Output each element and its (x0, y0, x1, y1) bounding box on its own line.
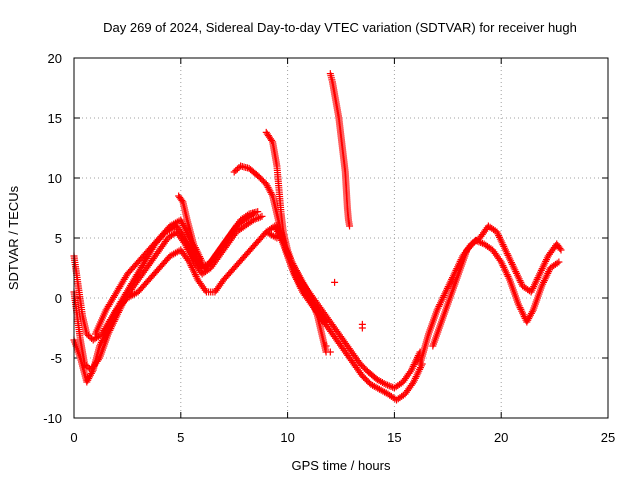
data-point-track-6 (233, 165, 241, 173)
data-point-track-12 (473, 237, 481, 245)
data-point-track-6 (268, 190, 276, 198)
data-point-track-1 (86, 333, 94, 341)
y-tick-label: 15 (48, 111, 62, 126)
data-point-track-4 (243, 211, 251, 219)
data-point-track-1 (84, 332, 92, 339)
data-points (70, 70, 565, 404)
x-tick-label: 20 (494, 430, 508, 445)
x-axis-label: GPS time / hours (292, 458, 391, 473)
data-point-track-4 (254, 208, 262, 216)
data-point-track-11 (556, 245, 564, 252)
data-point-track-9 (408, 380, 416, 388)
x-tick-label: 15 (387, 430, 401, 445)
data-point-track-12 (475, 238, 483, 246)
data-point-track-6 (232, 167, 240, 174)
data-point-track-11 (557, 246, 565, 254)
data-point-track-12 (496, 256, 504, 264)
data-point-isolated (358, 324, 366, 332)
data-point-track-3 (201, 286, 209, 294)
y-tick-label: 0 (55, 291, 62, 306)
data-point-track-2 (255, 214, 263, 222)
data-point-track-2 (258, 212, 266, 220)
data-point-track-10 (346, 222, 354, 230)
data-point-track-5 (198, 258, 206, 266)
data-point-track-12 (555, 258, 563, 266)
x-tick-label: 25 (601, 430, 615, 445)
axis-ticks: 0 5 10 15 20 25 -10 -5 0 5 10 15 20 (43, 51, 615, 445)
data-point-track-8 (385, 382, 393, 390)
data-point-track-12 (477, 239, 485, 247)
chart-title: Day 269 of 2024, Sidereal Day-to-day VTE… (103, 20, 577, 35)
y-axis-label: SDTVAR / TECUs (6, 185, 21, 290)
x-tick-label: 0 (70, 430, 77, 445)
data-point-isolated (322, 342, 330, 350)
data-point-track-2 (180, 238, 188, 246)
data-point-track-2 (249, 216, 257, 224)
data-point-track-2 (256, 213, 264, 221)
data-point-track-8 (384, 381, 392, 389)
data-point-track-2 (251, 215, 259, 223)
plot-frame (73, 57, 609, 419)
data-point-track-8 (380, 379, 388, 387)
data-point-track-12 (553, 259, 561, 267)
data-point-isolated (331, 278, 339, 286)
data-point-track-5 (178, 197, 186, 204)
data-point-track-3 (184, 256, 192, 264)
data-point-track-6 (230, 168, 238, 176)
data-point-track-7 (268, 136, 276, 144)
data-point-track-12 (528, 308, 536, 316)
data-point-track-1 (83, 330, 91, 338)
y-tick-label: 20 (48, 51, 62, 66)
y-tick-label: -10 (43, 411, 62, 426)
y-tick-label: -5 (50, 351, 62, 366)
y-tick-label: 10 (48, 171, 62, 186)
x-tick-label: 10 (280, 430, 294, 445)
x-tick-label: 5 (177, 430, 184, 445)
data-point-isolated (326, 348, 334, 356)
y-tick-label: 5 (55, 231, 62, 246)
data-point-track-12 (472, 236, 480, 244)
data-point-track-8 (382, 380, 390, 388)
data-point-track-2 (253, 215, 261, 223)
data-point-track-8 (406, 368, 414, 376)
data-point-track-3 (88, 368, 96, 376)
